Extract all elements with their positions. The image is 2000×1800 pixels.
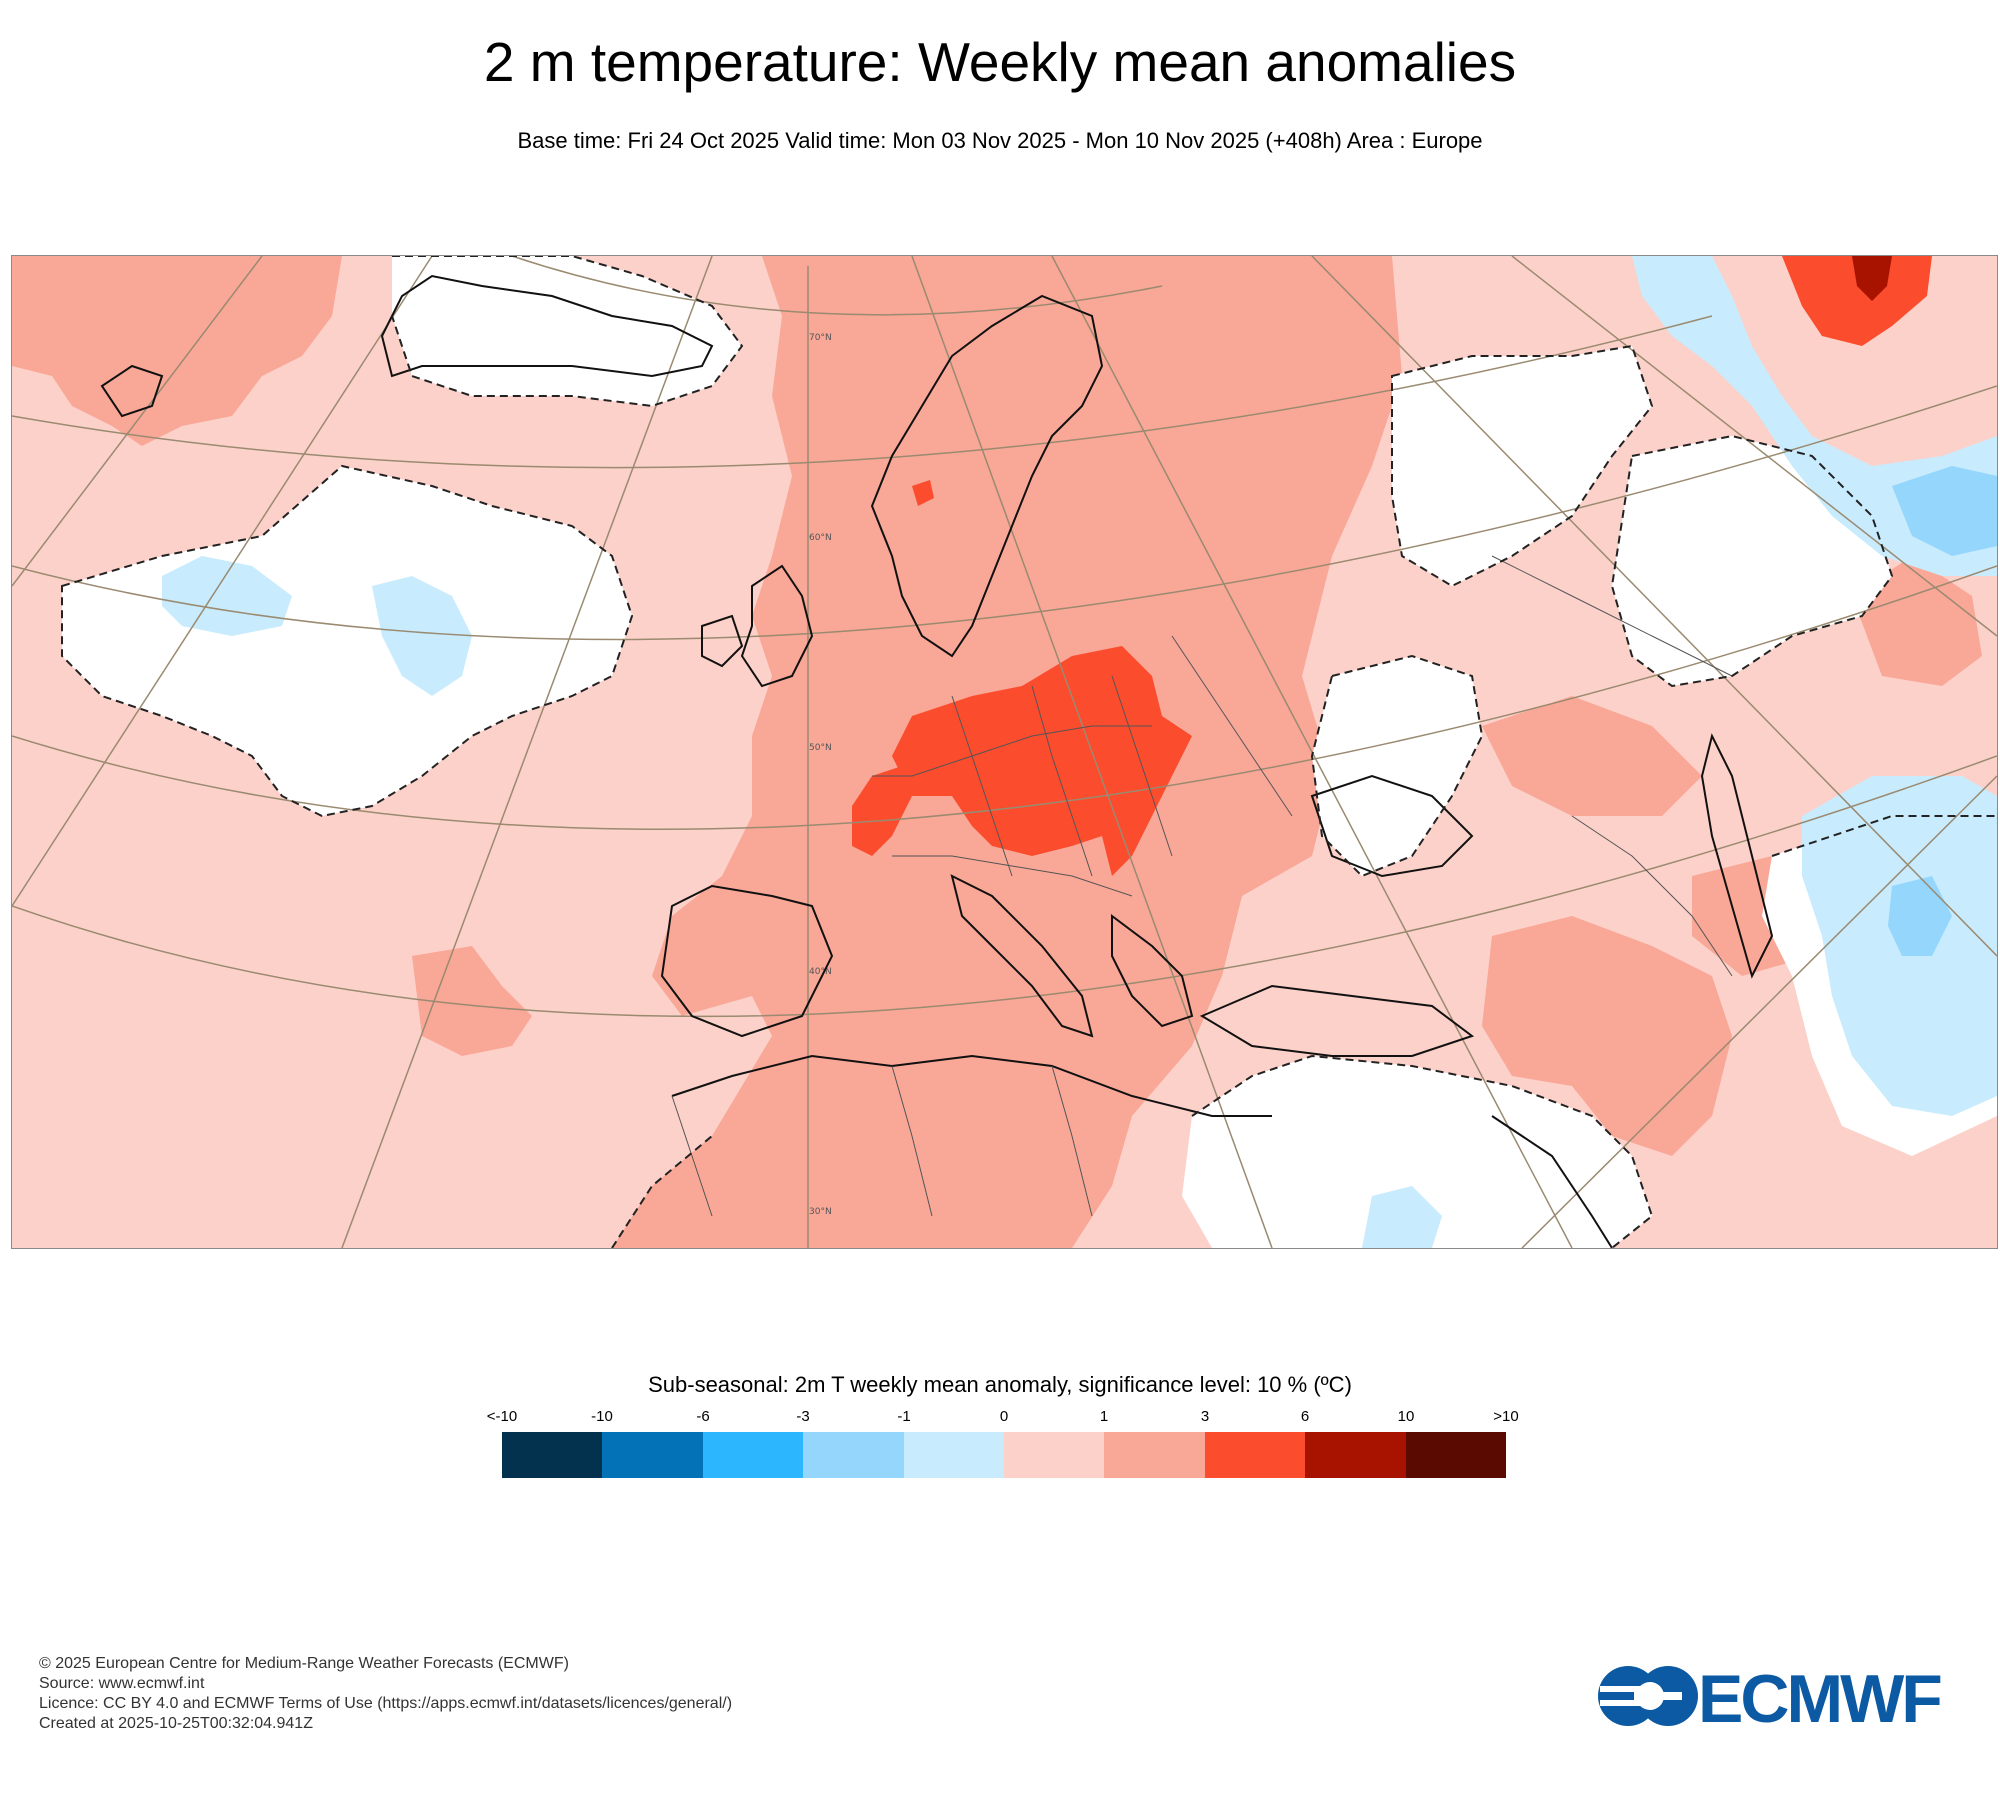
- coast-north-africa: [671, 1054, 1272, 1117]
- ecmwf-logo: ECMWF: [1598, 1662, 1944, 1730]
- coast-italy: [950, 874, 1094, 1038]
- lat-label-30n: 30°N: [809, 1207, 832, 1217]
- anomaly-region-1-3-turkey: [1482, 916, 1732, 1156]
- coast-scandinavia: [870, 294, 1104, 658]
- anomaly-region-negative-strong-russia: [1892, 466, 1997, 556]
- latitude-labels: 70°N 60°N 50°N 40°N 30°N: [809, 333, 832, 1217]
- legend-tick: 3: [1200, 1408, 1210, 1425]
- lat-label-40n: 40°N: [809, 967, 832, 977]
- meridian-e40: [1511, 256, 1997, 637]
- ecmwf-logo-text: ECMWF: [1698, 1662, 1941, 1730]
- country-borders: [671, 555, 1733, 1217]
- legend-swatch: [1104, 1432, 1205, 1478]
- page-title: 2 m temperature: Weekly mean anomalies: [483, 31, 1517, 93]
- coastlines: [100, 274, 1774, 1248]
- anomaly-region-3-6-norway: [912, 480, 934, 506]
- footer-created: Created at 2025-10-25T00:32:04.941Z: [39, 1715, 313, 1732]
- parallel-30n: [12, 755, 1997, 1018]
- anomaly-region-negative-strong-caspian: [1888, 876, 1952, 956]
- legend-swatch: [702, 1432, 804, 1478]
- coast-iberia: [660, 884, 834, 1038]
- meridian-e10: [911, 256, 1273, 1248]
- coast-british-isles: [740, 564, 814, 688]
- lat-label-60n: 60°N: [809, 533, 832, 543]
- anomaly-region-neutral-middle-east: [1182, 1056, 1652, 1248]
- legend-tick: -6: [696, 1408, 710, 1425]
- meridian-w50: [12, 256, 263, 587]
- coast-red-sea: [1491, 1115, 1613, 1248]
- significance-contours: [61, 256, 1997, 1248]
- coast-greenland: [380, 274, 714, 378]
- legend-swatch: [1305, 1432, 1406, 1478]
- legend-swatch: [903, 1432, 1005, 1478]
- meridian-e30: [1311, 256, 1997, 957]
- footer-licence: Licence: CC BY 4.0 and ECMWF Terms of Us…: [39, 1695, 733, 1712]
- copyright-footer: © 2025 European Centre for Medium-Range …: [39, 1654, 732, 1734]
- legend-swatch: [1004, 1432, 1105, 1478]
- legend-swatch: [803, 1432, 904, 1478]
- legend-swatch: [1405, 1432, 1507, 1478]
- anomaly-region-1-3-urals: [1852, 556, 1982, 686]
- page-subtitle: Base time: Fri 24 Oct 2025 Valid time: M…: [517, 128, 1483, 153]
- anomaly-region-3-6-central-europe: [892, 646, 1192, 876]
- anomaly-region-neutral-russia: [1392, 346, 1652, 586]
- coast-balkans-greece: [1111, 914, 1194, 1028]
- lat-label-50n: 50°N: [809, 743, 832, 753]
- legend-tick: -1: [897, 1408, 911, 1425]
- anomaly-region-neutral-black-sea: [1312, 656, 1482, 876]
- meridian-w30: [341, 256, 713, 1248]
- legend-tick: 6: [1300, 1408, 1310, 1425]
- lat-label-70n: 70°N: [809, 333, 832, 343]
- parallel-50n: [12, 385, 1997, 641]
- footer-source: Source: www.ecmwf.int: [39, 1675, 205, 1692]
- legend-colorbar: [502, 1432, 1507, 1478]
- legend-tick: <-10: [486, 1408, 518, 1425]
- meridian-w40: [12, 256, 433, 907]
- parallel-40n: [12, 565, 1997, 831]
- legend-tick: 10: [1397, 1408, 1415, 1425]
- legend-title: Sub-seasonal: 2m T weekly mean anomaly, …: [648, 1372, 1352, 1397]
- legend-tick: 0: [999, 1408, 1009, 1425]
- legend-swatch: [502, 1432, 603, 1478]
- parallel-60n: [12, 315, 1713, 469]
- legend-tick: 1: [1099, 1408, 1109, 1425]
- anomaly-region-1-3-russia-south: [1482, 696, 1702, 816]
- ecmwf-logo-icon: [1598, 1666, 1698, 1726]
- coast-caspian: [1700, 733, 1774, 979]
- graticule: [12, 256, 1997, 1248]
- legend-ticks: <-10 -10 -6 -3 -1 0 1 3 6 10 >10: [0, 1408, 2000, 1428]
- coast-ireland: [701, 614, 744, 668]
- anomaly-region-negative-iraq: [1362, 1186, 1442, 1248]
- meridian-e50: [1521, 775, 1997, 1248]
- legend-swatch: [1204, 1432, 1306, 1478]
- legend-tick: -3: [796, 1408, 810, 1425]
- coast-turkey: [1199, 984, 1475, 1057]
- parallel-70n: [511, 256, 1163, 316]
- coast-iceland: [100, 364, 164, 418]
- anomaly-map: 70°N 60°N 50°N 40°N 30°N: [11, 255, 1998, 1249]
- anomaly-region-1-3-greenland: [12, 256, 342, 446]
- anomaly-region-neutral-atlantic: [62, 466, 632, 816]
- coast-black-sea: [1310, 774, 1474, 878]
- anomaly-region-1-3-atlantic: [412, 946, 532, 1056]
- anomaly-region-6-10-ne-corner: [1852, 256, 1892, 301]
- anomaly-region-3-6-ne-corner: [1782, 256, 1932, 346]
- legend-tick: >10: [1493, 1408, 1519, 1425]
- footer-copyright: © 2025 European Centre for Medium-Range …: [39, 1655, 569, 1672]
- legend-tick: -10: [591, 1408, 613, 1425]
- legend-swatch: [602, 1432, 703, 1478]
- anomaly-region-negative-atlantic-2: [372, 576, 472, 696]
- anomaly-region-3-6-france: [852, 766, 912, 856]
